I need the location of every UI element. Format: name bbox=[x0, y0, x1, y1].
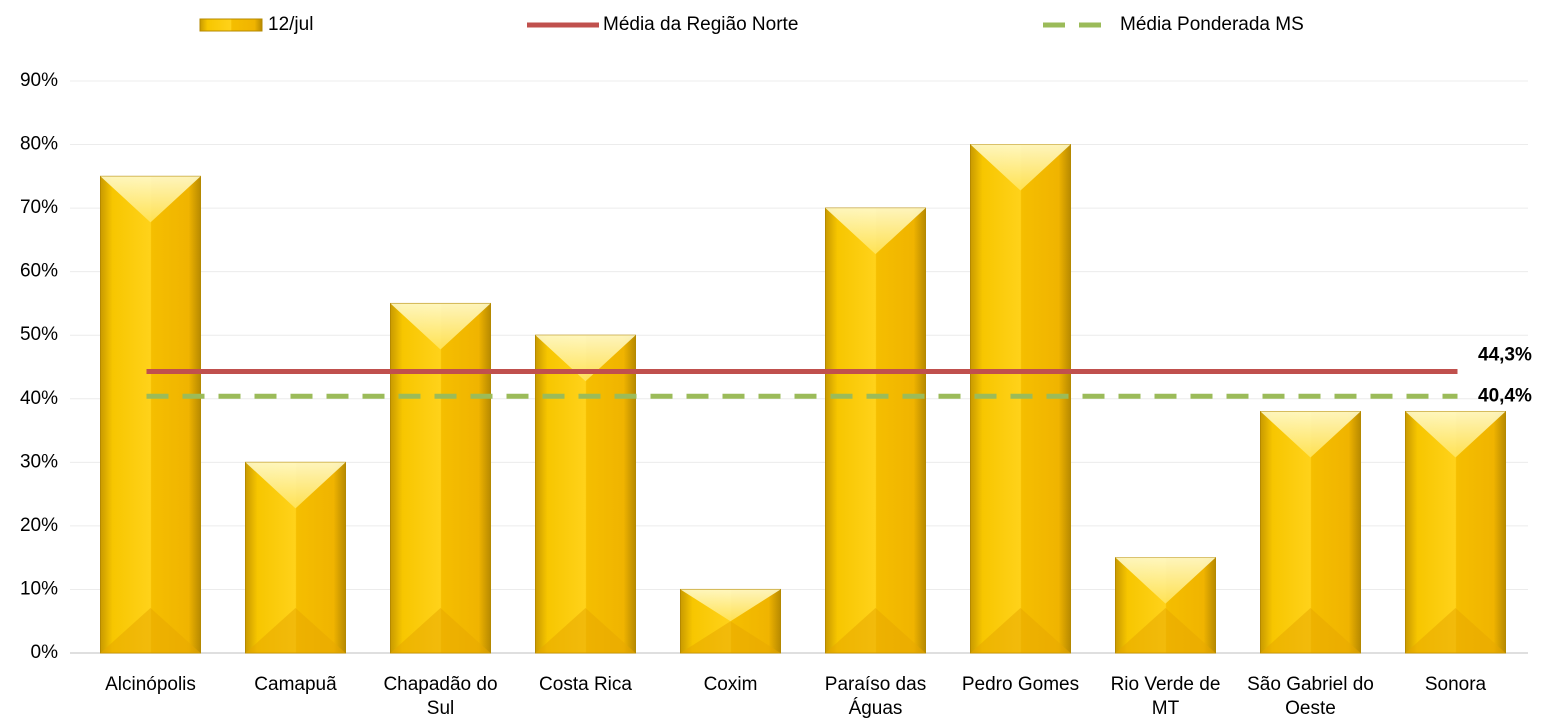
bar-highlight bbox=[245, 462, 346, 509]
bar-highlight bbox=[100, 176, 201, 223]
bar bbox=[970, 144, 1071, 654]
bar-shade bbox=[535, 608, 636, 653]
legend-swatch bbox=[199, 18, 263, 32]
y-tick-label: 60% bbox=[20, 261, 58, 282]
legend-label: 12/jul bbox=[268, 14, 313, 35]
bar-highlight bbox=[1260, 411, 1361, 458]
bar-group bbox=[1115, 557, 1216, 654]
x-tick-label: Costa Rica bbox=[539, 674, 632, 695]
y-tick-label: 70% bbox=[20, 197, 58, 218]
bar-shade bbox=[970, 608, 1071, 653]
bar bbox=[100, 175, 201, 654]
bar-highlight bbox=[1115, 557, 1216, 604]
bar-shade bbox=[825, 608, 926, 653]
bar-group bbox=[245, 461, 346, 654]
y-tick-label: 30% bbox=[20, 451, 58, 472]
bar-highlight bbox=[390, 303, 491, 350]
bar-shade bbox=[100, 608, 201, 653]
bar-highlight bbox=[535, 335, 636, 382]
legend-label: Média da Região Norte bbox=[603, 14, 798, 35]
x-tick-label: Coxim bbox=[703, 674, 758, 695]
y-tick-label: 10% bbox=[20, 578, 58, 599]
x-tick-label: Pedro Gomes bbox=[961, 674, 1080, 695]
bar bbox=[390, 302, 491, 654]
x-tick-label: Paraíso das Águas bbox=[824, 674, 927, 719]
bar-highlight bbox=[970, 144, 1071, 191]
bar-shade bbox=[680, 621, 781, 653]
reference-label: 44,3% bbox=[1478, 344, 1532, 365]
y-tick-label: 80% bbox=[20, 134, 58, 155]
y-tick-label: 40% bbox=[20, 388, 58, 409]
bar-highlight bbox=[680, 589, 781, 622]
bar-highlight bbox=[825, 208, 926, 255]
bar bbox=[535, 334, 636, 654]
y-tick-label: 20% bbox=[20, 515, 58, 536]
bar-shade bbox=[390, 608, 491, 653]
bar-shade bbox=[1260, 608, 1361, 653]
reference-label: 40,4% bbox=[1478, 385, 1532, 406]
bar-group bbox=[680, 588, 781, 654]
bar-group bbox=[1405, 410, 1506, 654]
bar-shade bbox=[245, 608, 346, 653]
bar-shade bbox=[1115, 608, 1216, 653]
y-tick-label: 90% bbox=[20, 70, 58, 91]
y-tick-label: 0% bbox=[31, 642, 59, 663]
bar-group bbox=[390, 302, 491, 654]
bar-group bbox=[100, 175, 201, 654]
x-tick-label: Rio Verde de MT bbox=[1110, 674, 1221, 719]
x-tick-label: Camapuã bbox=[254, 674, 337, 695]
bar-group bbox=[535, 334, 636, 654]
bar bbox=[825, 207, 926, 654]
x-tick-label: São Gabriel do Oeste bbox=[1247, 674, 1374, 719]
bar-group bbox=[970, 144, 1071, 654]
x-tick-label: Alcinópolis bbox=[105, 674, 196, 695]
legend-label: Média Ponderada MS bbox=[1120, 14, 1304, 35]
bar-shade bbox=[1405, 608, 1506, 653]
bar-highlight bbox=[1405, 411, 1506, 458]
x-tick-label: Sonora bbox=[1424, 674, 1487, 695]
y-tick-label: 50% bbox=[20, 324, 58, 345]
x-tick-label: Chapadão do Sul bbox=[383, 674, 498, 719]
bar-group bbox=[825, 207, 926, 654]
bar-group bbox=[1260, 410, 1361, 654]
